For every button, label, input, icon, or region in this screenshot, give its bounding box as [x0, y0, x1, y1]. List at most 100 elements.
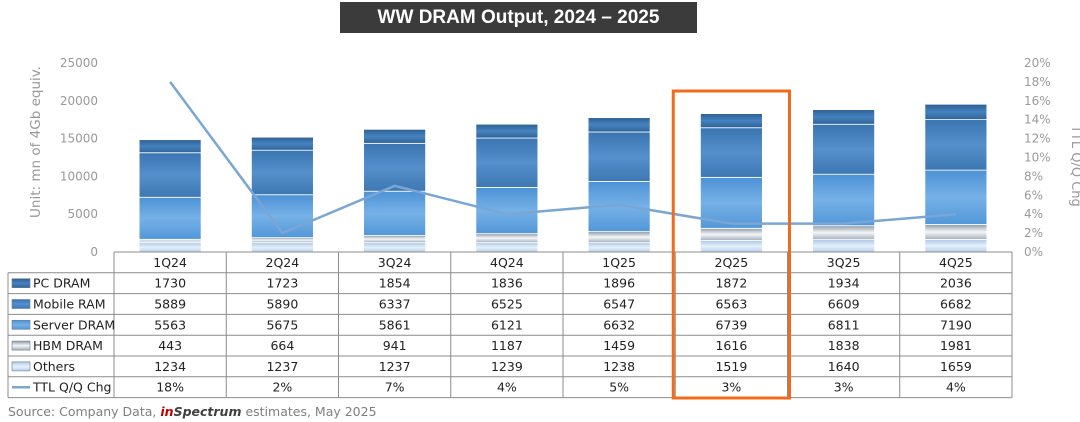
legend-label-hbm-dram: HBM DRAM: [33, 338, 103, 353]
data-label-hbm-dram: 941: [383, 338, 407, 353]
y2-tick-label: 4%: [1024, 207, 1043, 221]
bar-others: [699, 240, 763, 253]
y2-tick-label: 6%: [1024, 188, 1043, 202]
y2-tick-label: 2%: [1024, 226, 1043, 240]
data-label-server-dram: 6739: [715, 317, 747, 332]
table-header-cell: 1Q25: [602, 255, 636, 270]
data-label-server-dram: 6632: [603, 317, 635, 332]
y2-tick-label: 10%: [1024, 151, 1051, 165]
data-label-mobile-ram: 6525: [491, 297, 523, 312]
data-label-hbm-dram: 443: [158, 338, 182, 353]
y-tick-label: 15000: [60, 132, 98, 146]
data-label-ttl-q-q-chg: 7%: [385, 380, 405, 395]
y-tick-label: 0: [90, 245, 98, 259]
legend-key-mobile-ram: [11, 299, 31, 309]
bar-mobile-ram: [363, 142, 427, 192]
y2-tick-label: 18%: [1024, 75, 1051, 89]
brand-rest: Spectrum: [173, 404, 242, 419]
data-label-server-dram: 5563: [154, 317, 186, 332]
bar-hbm-dram: [363, 235, 427, 244]
bar-mobile-ram: [475, 137, 539, 188]
bar-others: [924, 239, 988, 253]
legend-key-hbm-dram: [11, 340, 31, 351]
legend-key-server-dram: [11, 319, 31, 330]
data-label-server-dram: 5675: [266, 317, 298, 332]
brand-in: in: [160, 404, 174, 419]
legend-label-pc-dram: PC DRAM: [33, 276, 90, 291]
bar-hbm-dram: [812, 225, 876, 241]
y2-tick-label: 16%: [1024, 94, 1051, 108]
table-header-cell: 2Q24: [266, 255, 300, 270]
y-tick-label: 20000: [60, 94, 98, 108]
bar-hbm-dram: [250, 237, 314, 244]
bar-hbm-dram: [587, 231, 651, 244]
legend-label-mobile-ram: Mobile RAM: [33, 297, 106, 312]
data-label-others: 1239: [491, 359, 523, 374]
data-label-pc-dram: 1836: [491, 276, 523, 291]
bar-hbm-dram: [924, 224, 988, 240]
data-label-hbm-dram: 1981: [940, 338, 972, 353]
data-label-pc-dram: 1730: [154, 276, 186, 291]
bar-pc-dram: [363, 128, 427, 144]
bar-hbm-dram: [699, 227, 763, 241]
data-label-others: 1640: [828, 359, 860, 374]
bar-server-dram: [475, 186, 539, 235]
bar-server-dram: [363, 190, 427, 236]
bar-server-dram: [138, 196, 202, 240]
data-label-pc-dram: 1934: [828, 276, 860, 291]
chart-title: WW DRAM Output, 2024 – 2025: [340, 2, 697, 33]
source-suffix: estimates, May 2025: [245, 404, 377, 419]
table-header-cell: 4Q24: [490, 255, 524, 270]
legend-key-others: [11, 361, 31, 372]
bar-others: [138, 242, 202, 253]
data-label-mobile-ram: 6563: [715, 297, 747, 312]
legend-label-others: Others: [33, 359, 75, 374]
bar-mobile-ram: [699, 127, 763, 178]
bar-pc-dram: [699, 113, 763, 129]
bar-pc-dram: [250, 136, 314, 151]
data-label-others: 1234: [154, 359, 186, 374]
data-label-ttl-q-q-chg: 18%: [156, 380, 184, 395]
bar-others: [587, 242, 651, 253]
legend-label-server-dram: Server DRAM: [33, 317, 115, 332]
data-label-pc-dram: 1872: [715, 276, 747, 291]
bar-others: [250, 242, 314, 253]
data-label-ttl-q-q-chg: 3%: [721, 380, 741, 395]
bar-server-dram: [812, 173, 876, 227]
data-label-hbm-dram: 1187: [491, 338, 523, 353]
table-header-cell: 3Q25: [827, 255, 861, 270]
bar-hbm-dram: [475, 233, 539, 244]
data-label-hbm-dram: 1838: [828, 338, 860, 353]
bar-mobile-ram: [587, 131, 651, 182]
data-label-others: 1237: [379, 359, 411, 374]
bar-hbm-dram: [138, 238, 202, 244]
legend-key-pc-dram: [11, 278, 31, 289]
bar-mobile-ram: [812, 123, 876, 175]
table-header-cell: 1Q24: [153, 255, 187, 270]
brand-logo: inSpectrum: [160, 404, 241, 419]
bar-mobile-ram: [250, 149, 314, 196]
y2-tick-label: 0%: [1024, 245, 1043, 259]
y-axis-title: Unit: mn of 4Gb equiv.: [28, 66, 44, 218]
table-header-cell: 2Q25: [715, 255, 749, 270]
bar-server-dram: [250, 194, 314, 239]
y-tick-label: 5000: [67, 207, 98, 221]
y2-tick-label: 14%: [1024, 113, 1051, 127]
y2-tick-label: 8%: [1024, 169, 1043, 183]
data-label-others: 1238: [603, 359, 635, 374]
bar-pc-dram: [924, 103, 988, 121]
table-header-cell: 3Q24: [378, 255, 412, 270]
data-label-server-dram: 5861: [379, 317, 411, 332]
data-label-server-dram: 6121: [491, 317, 523, 332]
data-label-mobile-ram: 6682: [940, 297, 972, 312]
source-prefix: Source: Company Data,: [8, 404, 157, 419]
data-label-pc-dram: 1896: [603, 276, 635, 291]
y-tick-label: 25000: [60, 56, 98, 70]
bar-server-dram: [699, 176, 763, 229]
data-label-others: 1237: [266, 359, 298, 374]
bar-others: [363, 242, 427, 253]
data-label-pc-dram: 1723: [266, 276, 298, 291]
data-label-hbm-dram: 1459: [603, 338, 635, 353]
bar-others: [475, 242, 539, 253]
